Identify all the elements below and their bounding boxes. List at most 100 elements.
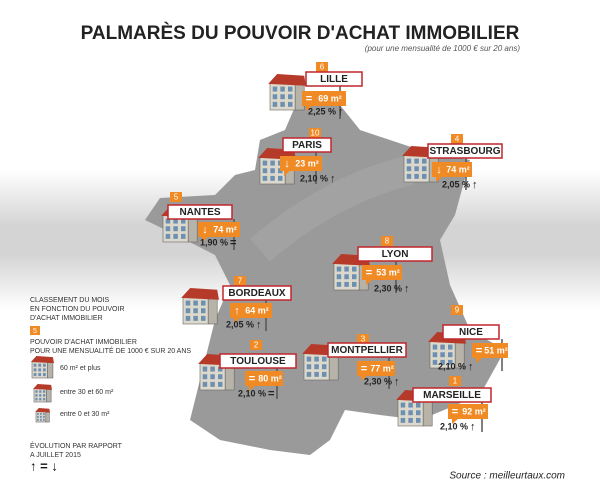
house-window: [218, 374, 223, 380]
name-box: [167, 204, 233, 220]
house-window: [37, 418, 39, 421]
area: 69 m²: [318, 93, 342, 103]
house-window: [280, 101, 285, 107]
house-window: [322, 364, 327, 370]
house-window: [33, 373, 37, 377]
city-name: NANTES: [179, 207, 220, 218]
house-window: [414, 173, 419, 179]
house-window: [322, 356, 327, 362]
city-name: TOULOUSE: [230, 356, 286, 367]
rank-box: [357, 334, 369, 344]
area: 23 m²: [295, 158, 319, 168]
house-window: [314, 364, 319, 370]
house-window: [202, 381, 208, 387]
rank: 8: [385, 237, 390, 246]
rate: 2,05 %: [442, 179, 470, 189]
house-side: [422, 400, 433, 427]
name-box: [327, 342, 407, 358]
area-box: [245, 371, 283, 391]
area-trend: =: [452, 406, 458, 418]
title: PALMARÈS DU POUVOIR D'ACHAT IMMOBILIER: [81, 22, 520, 44]
house-window: [193, 300, 198, 306]
rate: 2,25 %: [308, 106, 336, 116]
rank-box: [316, 62, 328, 72]
area-box: [357, 361, 395, 381]
house-window: [448, 359, 453, 365]
house-window: [288, 86, 293, 92]
house-window: [37, 412, 39, 415]
rank: 6: [320, 63, 325, 72]
city-name: NICE: [459, 327, 483, 338]
house-roof: [35, 408, 50, 413]
rank-box: [451, 134, 463, 144]
rate-trend: ↑: [470, 421, 476, 433]
name-box: [357, 246, 433, 262]
house-window: [270, 175, 275, 181]
house-window: [193, 308, 198, 314]
house-window: [432, 352, 438, 358]
house-window: [280, 86, 285, 92]
house-window: [416, 417, 421, 423]
house-window: [408, 402, 413, 408]
area: 74 m²: [446, 164, 470, 174]
house-side: [207, 298, 218, 325]
house-window: [272, 101, 278, 107]
house-window: [448, 352, 453, 358]
rate-trend: ↑: [404, 283, 410, 295]
house-window: [40, 415, 42, 418]
house-roof: [30, 356, 54, 364]
house-window: [38, 368, 42, 372]
city: 9 NICE = 51 m² 2,10 % ↑: [428, 305, 508, 373]
house-window: [43, 394, 46, 397]
house-side: [46, 389, 52, 403]
rank: 10: [311, 129, 320, 138]
house-window: [406, 158, 412, 164]
house-window: [408, 410, 413, 416]
house-window: [352, 266, 357, 272]
rate: 2,05 %: [226, 319, 254, 329]
house-window: [336, 281, 342, 287]
house-window: [185, 300, 191, 306]
city-name: LYON: [382, 249, 409, 260]
house-window: [406, 173, 412, 179]
rate-trend: =: [268, 388, 274, 400]
house-roof: [181, 288, 219, 300]
legend-rank: 5: [33, 328, 37, 335]
house-window: [448, 344, 453, 350]
area-trend: ↓: [436, 164, 442, 176]
house-window: [39, 397, 42, 401]
house-window: [202, 366, 208, 372]
house-window: [173, 233, 178, 239]
area-trend: =: [476, 345, 482, 357]
rate: 1,90 %: [200, 237, 228, 247]
rank: 9: [455, 306, 460, 315]
house-window: [288, 94, 293, 100]
house-window: [218, 381, 223, 387]
legend: CLASSEMENT DU MOIS EN FONCTION DU POUVOI…: [30, 297, 191, 473]
rate: 2,30 %: [364, 376, 392, 386]
house-window: [43, 390, 46, 393]
area-box: [230, 303, 272, 323]
area: 80 m²: [258, 373, 282, 383]
house-window: [39, 390, 42, 393]
house-window: [201, 315, 206, 321]
area: 74 m²: [213, 224, 237, 234]
area-box: [198, 222, 240, 242]
house-roof: [33, 384, 52, 390]
house-window: [38, 373, 42, 377]
house-window: [43, 412, 45, 415]
house-window: [314, 356, 319, 362]
name-box: [305, 71, 363, 87]
rate-trend: ↑: [256, 319, 262, 331]
house-window: [272, 94, 278, 100]
rate: 2,10 %: [440, 421, 468, 431]
house-window: [400, 410, 406, 416]
house-window: [432, 344, 438, 350]
house-window: [422, 173, 427, 179]
house-window: [432, 359, 438, 365]
house-window: [322, 371, 327, 377]
house-side: [47, 362, 54, 379]
legend-text: CLASSEMENT DU MOIS: [30, 297, 110, 304]
house-window: [210, 366, 215, 372]
house-window: [173, 226, 178, 232]
